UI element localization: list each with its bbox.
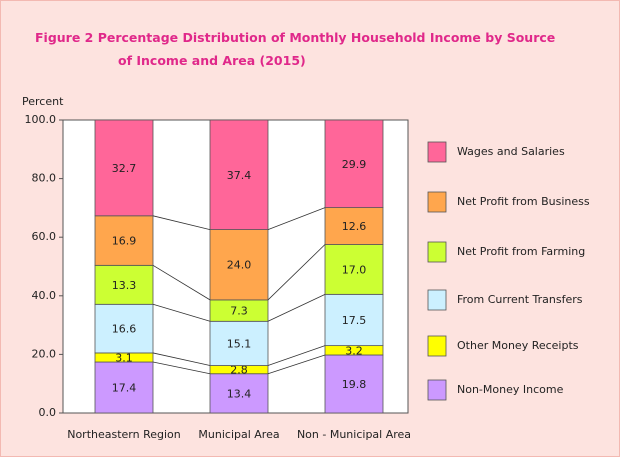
y-tick-label: 100.0 — [25, 113, 57, 126]
chart-title: Figure 2 Percentage Distribution of Mont… — [35, 30, 555, 45]
connector-line — [152, 264, 211, 301]
legend-swatch — [427, 289, 447, 311]
data-label: 13.4 — [227, 387, 252, 400]
data-label: 19.8 — [342, 378, 367, 391]
bar-segment — [209, 320, 269, 366]
bar-segment — [94, 119, 154, 217]
connector-line — [152, 215, 211, 230]
chart-title: of Income and Area (2015) — [118, 53, 306, 68]
connector-line — [267, 244, 326, 301]
bar-segment — [324, 354, 384, 414]
connector-line — [267, 345, 326, 366]
data-label: 7.3 — [230, 305, 248, 318]
legend-swatch — [427, 335, 447, 357]
legend-swatch — [427, 379, 447, 401]
data-label: 3.2 — [345, 344, 363, 357]
data-label: 13.3 — [112, 279, 137, 292]
y-axis-label: Percent — [22, 95, 64, 108]
connector-line — [152, 303, 211, 322]
bar-segment — [324, 119, 384, 209]
y-tick-label: 60.0 — [32, 230, 57, 243]
data-label: 3.1 — [115, 351, 133, 364]
bar-segment — [94, 215, 154, 266]
bar-segment — [209, 373, 269, 414]
legend-label: Other Money Receipts — [457, 339, 579, 352]
legend-swatch — [427, 141, 447, 163]
connector-line — [267, 354, 326, 375]
y-tick-label: 40.0 — [32, 289, 57, 302]
bar-segment — [324, 244, 384, 295]
legend-label: Wages and Salaries — [457, 145, 565, 158]
connector-line — [267, 293, 326, 322]
x-tick-label: Municipal Area — [198, 428, 279, 441]
y-tick-label: 20.0 — [32, 347, 57, 360]
data-label: 29.9 — [342, 158, 367, 171]
y-tick-label: 80.0 — [32, 172, 57, 185]
bar-segment — [94, 361, 154, 414]
data-label: 37.4 — [227, 169, 252, 182]
legend-swatch — [427, 191, 447, 213]
connector-line — [152, 361, 211, 375]
legend-label: Net Profit from Farming — [457, 245, 585, 258]
data-label: 24.0 — [227, 259, 252, 272]
connector-line — [152, 352, 211, 366]
bar-segment — [209, 229, 269, 301]
data-label: 17.4 — [112, 382, 137, 395]
data-label: 17.0 — [342, 263, 367, 276]
legend-swatch — [427, 241, 447, 263]
bar-segment — [324, 293, 384, 347]
x-tick-label: Non - Municipal Area — [297, 428, 411, 441]
data-label: 2.8 — [230, 364, 248, 377]
bar-segment — [209, 119, 269, 230]
data-label: 12.6 — [342, 220, 367, 233]
legend-label: Net Profit from Business — [457, 195, 590, 208]
legend-label: From Current Transfers — [457, 293, 583, 306]
x-tick-label: Northeastern Region — [67, 428, 181, 441]
data-label: 16.9 — [112, 235, 137, 248]
legend-label: Non-Money Income — [457, 383, 564, 396]
data-label: 16.6 — [112, 323, 137, 336]
data-label: 32.7 — [112, 162, 137, 175]
data-label: 17.5 — [342, 314, 367, 327]
data-label: 15.1 — [227, 337, 252, 350]
bar-segment — [324, 207, 384, 245]
connector-line — [267, 207, 326, 230]
y-tick-label: 0.0 — [39, 406, 57, 419]
